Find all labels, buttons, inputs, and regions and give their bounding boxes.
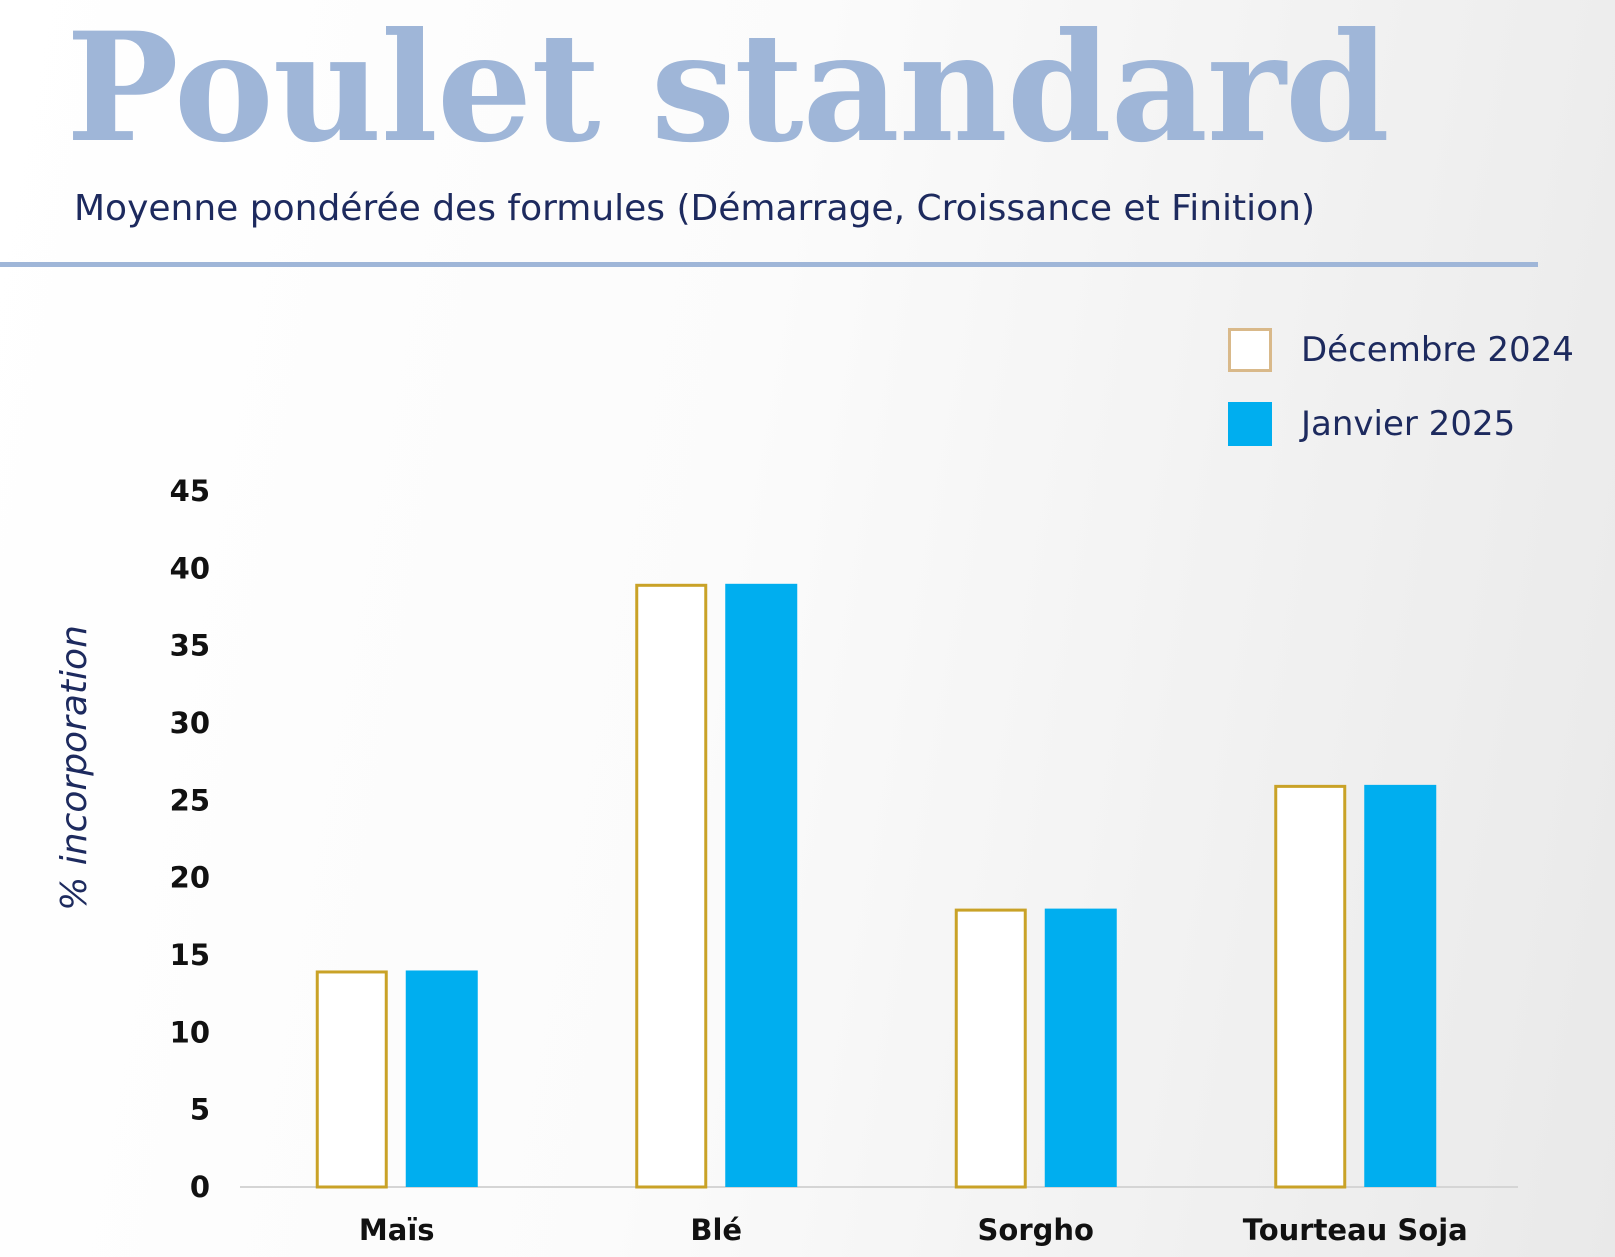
y-tick-label: 40 <box>170 551 210 585</box>
legend-label: Décembre 2024 <box>1301 330 1574 370</box>
bar-decembre-2024 <box>1274 784 1347 1189</box>
y-tick-label: 20 <box>170 861 210 895</box>
header-divider <box>0 262 1538 267</box>
bar-decembre-2024 <box>954 908 1027 1189</box>
page-subtitle: Moyenne pondérée des formules (Démarrage… <box>74 188 1316 229</box>
y-tick-label: 35 <box>170 629 210 663</box>
bar-decembre-2024 <box>635 583 708 1189</box>
y-tick-label: 45 <box>170 474 210 508</box>
y-tick-label: 5 <box>190 1093 210 1127</box>
y-tick-label: 10 <box>170 1015 210 1049</box>
legend-swatch-filled <box>1228 402 1272 446</box>
y-tick-label: 15 <box>170 938 210 972</box>
bar-janvier-2025 <box>1364 784 1437 1187</box>
bar-janvier-2025 <box>405 970 478 1187</box>
bar-decembre-2024 <box>315 970 388 1189</box>
page-title: Poulet standard <box>66 0 1390 176</box>
y-tick-label: 0 <box>190 1170 210 1204</box>
y-axis-title: % incorporation <box>54 625 95 911</box>
bar-janvier-2025 <box>725 583 798 1187</box>
y-tick-label: 30 <box>170 706 210 740</box>
x-category-label: Blé <box>690 1213 742 1247</box>
legend-label: Janvier 2025 <box>1301 404 1516 444</box>
legend-swatch-outline <box>1228 328 1272 372</box>
x-category-label: Tourteau Soja <box>1243 1213 1468 1247</box>
y-tick-label: 25 <box>170 783 210 817</box>
x-category-label: Sorgho <box>978 1213 1094 1247</box>
bar-janvier-2025 <box>1044 908 1117 1187</box>
x-category-label: Maïs <box>359 1213 435 1247</box>
